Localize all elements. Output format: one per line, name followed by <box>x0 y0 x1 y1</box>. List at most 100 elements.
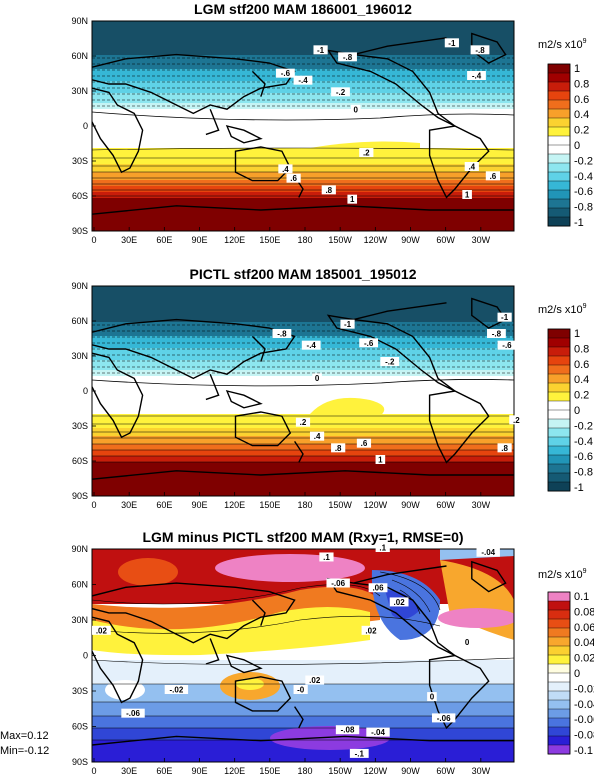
lon-tick-label: 30W <box>472 235 491 245</box>
contour-label: -.08 <box>335 725 360 735</box>
svg-text:.6: .6 <box>361 439 368 448</box>
svg-text:1: 1 <box>378 456 383 465</box>
colorbar-swatch <box>547 364 571 375</box>
svg-text:0: 0 <box>315 374 320 383</box>
svg-text:0: 0 <box>354 105 359 114</box>
colorbar-label: -0.2 <box>574 155 593 167</box>
lat-tick-label: 60S <box>72 456 88 466</box>
colorbar-label: -0.6 <box>574 451 593 463</box>
colorbar-swatch <box>547 391 571 402</box>
coastline-segment <box>92 318 296 380</box>
colorbar-swatch <box>547 618 571 629</box>
coastline-segment <box>234 676 292 712</box>
svg-text:-.6: -.6 <box>364 339 374 348</box>
lon-tick-label: 30W <box>472 500 491 510</box>
contour-label: .6 <box>286 173 301 183</box>
colorbar-swatch <box>547 600 571 611</box>
colorbar-swatch <box>547 681 571 692</box>
lat-tick-label: 0 <box>83 121 88 131</box>
panel-diff: LGM minus PICTL stf200 MAM (Rxy=1, RMSE=… <box>71 529 594 776</box>
colorbar-label: -0.02 <box>574 683 594 695</box>
coastline-segment <box>353 37 447 56</box>
colorbar-swatch <box>547 162 571 173</box>
panel-pictl-colorbar: 1 0.8 0.6 0.4 0.2 0 -0.2 -0.4 -0.6 -0.8 -1 <box>547 328 593 494</box>
colorbar-swatch <box>547 171 571 182</box>
colorbar-label: -0.8 <box>574 467 593 479</box>
svg-text:-.06: -.06 <box>437 714 451 723</box>
panel-pictl-lat-ticks: 90N 60N 30N 0 30S 60S 90S <box>71 281 96 501</box>
svg-text:-.8: -.8 <box>492 330 502 339</box>
svg-text:-.4: -.4 <box>298 76 308 85</box>
contour-label: .1 <box>319 552 334 562</box>
svg-text:-1: -1 <box>448 39 456 48</box>
max-stat: Max=0.12 <box>0 730 49 742</box>
colorbar-label: 0.08 <box>574 606 594 618</box>
min-stat: Min=-0.12 <box>0 745 50 757</box>
panel-diff-colorbar: 0.1 0.08 0.06 0.04 0.02 0 -0.02 -0.04 -0.06 -0.08… <box>547 591 594 757</box>
lat-tick-label: 60N <box>71 51 88 61</box>
coastline-segment <box>471 560 507 593</box>
colorbar-swatch <box>547 454 571 465</box>
lat-tick-label: 0 <box>83 651 88 661</box>
contour-label: -1 <box>497 312 512 322</box>
colorbar-label: 0.6 <box>574 94 589 106</box>
coastline-segment <box>294 441 304 463</box>
colorbar-label: 0.1 <box>574 591 589 603</box>
lat-tick-label: 90N <box>71 281 88 291</box>
contour-label: -.4 <box>467 71 486 81</box>
contour-label: -.04 <box>476 547 500 557</box>
lon-tick-label: 60W <box>436 500 455 510</box>
lon-tick-label: 150E <box>259 500 280 510</box>
lon-tick-label: 150W <box>328 766 352 776</box>
panel-lgm-title: LGM stf200 MAM 186001_196012 <box>194 1 412 17</box>
coastline-segment <box>225 654 263 674</box>
colorbar-swatch <box>547 418 571 429</box>
panel-diff-units: m2/s x109 <box>538 568 587 581</box>
panel-diff-field <box>92 549 514 762</box>
lon-tick-label: 180 <box>297 235 312 245</box>
svg-text:-1: -1 <box>317 46 325 55</box>
lon-tick-label: 120W <box>364 500 388 510</box>
colorbar-swatch <box>547 108 571 119</box>
contour-label: -1 <box>444 38 459 48</box>
colorbar-label: 0.2 <box>574 390 589 402</box>
coastline-segment <box>234 146 292 182</box>
coastline-segment <box>471 297 507 329</box>
svg-text:-.06: -.06 <box>331 579 345 588</box>
contour-label: -.8 <box>470 45 490 55</box>
svg-text:-1: -1 <box>344 320 352 329</box>
panel-diff-contour-labels: -.04 .1 .1 -.06 .06 .02 .02 .02 0 -.02 -0 0 .02 -.04 -… <box>91 543 500 758</box>
lat-tick-label: 90N <box>71 16 88 26</box>
lon-tick-label: 60E <box>156 500 172 510</box>
panel-pictl-contour-labels: -1 -.8 -.4 -.6 -.2 0 .2 .4 .6 .8 1 -.8 -1 -.6 .2 .8 <box>272 312 524 465</box>
colorbar-swatch <box>547 436 571 447</box>
colorbar-label: -0.08 <box>574 730 594 742</box>
svg-text:.6: .6 <box>490 172 497 181</box>
lat-tick-label: 90S <box>72 491 88 501</box>
contour-label: .2 <box>359 148 374 158</box>
colorbar-label: -0.4 <box>574 171 593 183</box>
lon-tick-label: 150W <box>328 500 352 510</box>
coastline-segment <box>251 70 266 97</box>
contour-label: .2 <box>509 415 524 425</box>
svg-text:.4: .4 <box>468 163 475 172</box>
colorbar-swatch <box>547 409 571 420</box>
colorbar-label: 0.06 <box>574 622 594 634</box>
lon-tick-label: 0 <box>91 766 96 776</box>
svg-text:-.08: -.08 <box>341 726 355 735</box>
colorbar-label: 0.02 <box>574 653 594 665</box>
colorbar-swatch <box>547 144 571 155</box>
contour-label: .06 <box>368 583 388 593</box>
colorbar-label: 0.4 <box>574 109 589 121</box>
lon-tick-label: 90E <box>191 500 207 510</box>
svg-text:.2: .2 <box>363 149 370 158</box>
contour-label: -.6 <box>497 340 517 350</box>
coastline-segment <box>92 352 144 439</box>
contour-label: .8 <box>321 185 336 195</box>
lon-tick-label: 60W <box>436 766 455 776</box>
svg-text:-.2: -.2 <box>385 358 395 367</box>
colorbar-label: -0.04 <box>574 699 594 711</box>
contour-label: .02 <box>361 625 381 635</box>
lat-tick-label: 60N <box>71 580 88 590</box>
panel-lgm-lon-ticks: 0 30E 60E 90E 120E 150E 180 150W 120W 90W 60W 30W <box>91 227 491 245</box>
